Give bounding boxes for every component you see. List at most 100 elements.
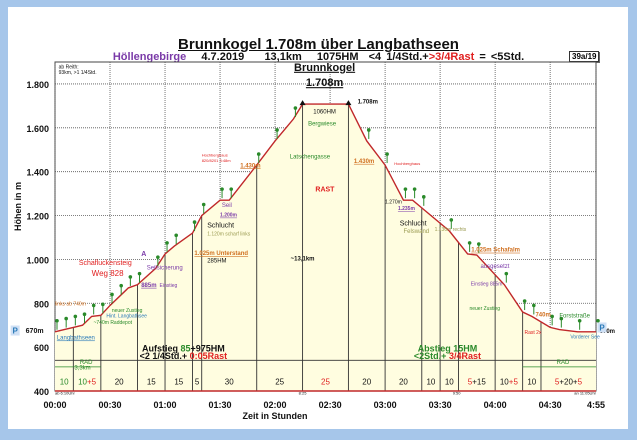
- segment-duration-part: 30: [225, 377, 234, 386]
- route-annotation: A: [141, 251, 146, 258]
- segment-duration-part: +5: [509, 377, 519, 386]
- tree-icon: [412, 187, 417, 191]
- route-annotation: Latschengasse: [290, 155, 331, 161]
- segment-duration-part: 25: [321, 377, 330, 386]
- rest-label: >3/4Rast: [428, 51, 475, 63]
- region-label: Höllengebirge: [112, 51, 187, 63]
- route-summary-part: Abstieg 15HM: [418, 344, 478, 354]
- route-summary-part: <2 1/4Std.+: [140, 351, 190, 361]
- profile-area: [55, 104, 596, 391]
- parking-icon: [597, 322, 607, 333]
- route-annotation: 1060HM: [313, 110, 336, 116]
- route-annotation: ab 6:10Uhr: [55, 390, 75, 395]
- tree-icon: [128, 275, 133, 279]
- segment-duration-label: 10: [426, 377, 435, 386]
- route-summary-part: 85: [180, 344, 190, 354]
- tree-icon: [229, 187, 234, 191]
- segment-duration-part: 10: [500, 377, 509, 386]
- route-annotation: 1.708m: [358, 100, 378, 106]
- x-tick-label: 01:30: [209, 400, 232, 410]
- summit-marker-icon: [345, 100, 352, 106]
- tree-icon: [55, 318, 59, 323]
- route-annotation: RAST: [315, 186, 335, 193]
- tree-icon: [91, 303, 96, 308]
- tree-icon: [256, 152, 261, 156]
- route-annotation: RAD: [80, 360, 93, 366]
- tree-icon: [550, 314, 554, 319]
- segment-duration-label: 20: [362, 377, 371, 386]
- date-label: 4.7.2019: [201, 51, 245, 63]
- segment-duration-label: 30: [225, 377, 234, 386]
- segment-duration-part: 10: [78, 377, 87, 386]
- segment-duration-part: 10: [60, 377, 69, 386]
- y-tick-label: 1.400: [26, 168, 49, 178]
- route-annotation: Hochberghaus: [202, 152, 228, 157]
- route-annotation: 8:25: [299, 390, 308, 395]
- route-annotation: Langbathseen: [57, 335, 95, 341]
- x-tick-label: 03:30: [429, 400, 452, 410]
- route-annotation: Hint. Langbathsee: [106, 314, 147, 320]
- route-summary: <2Std.+ 3/4Rast: [414, 351, 481, 361]
- tree-icon: [476, 242, 481, 246]
- route-annotation: 670m: [600, 329, 615, 335]
- tree-icon: [165, 241, 169, 245]
- chart-title: Brunnkogel 1.708m über Langbathseen: [178, 36, 459, 53]
- segment-duration-part: 15: [147, 377, 156, 386]
- tree-icon: [504, 271, 509, 276]
- x-tick-label: 04:30: [539, 400, 562, 410]
- route-line: [54, 103, 596, 333]
- route-annotation: 1.025m Unterstand: [194, 251, 248, 257]
- tree-icon: [64, 316, 68, 321]
- summit-marker-icon: [299, 100, 306, 106]
- segment-duration-part: 20: [399, 377, 408, 386]
- y-tick-label: 1.000: [26, 255, 49, 265]
- route-summary-part: Aufstieg: [142, 344, 181, 354]
- segment-duration-label: 15: [147, 377, 156, 386]
- segment-duration-part: 20: [115, 377, 124, 386]
- segment-duration-part: +20+: [559, 377, 578, 386]
- route-annotation: 885m: [141, 283, 156, 289]
- y-tick-label: 800: [34, 299, 49, 309]
- tree-icon: [366, 128, 371, 132]
- total-label: = <5Std.: [479, 51, 525, 63]
- segment-duration-part: 20: [362, 377, 371, 386]
- route-annotation: Felswand: [403, 229, 429, 235]
- segment-duration-label: 20: [115, 377, 124, 386]
- route-annotation: ab Reith:: [59, 65, 79, 71]
- segment-duration-label: 10: [527, 377, 536, 386]
- route-annotation: Schafluckensteig: [79, 260, 132, 267]
- route-summary-part: +975HM: [190, 344, 224, 354]
- tree-icon: [275, 128, 279, 132]
- segment-duration-part: 5: [578, 377, 583, 386]
- y-tick-label: 1.800: [26, 80, 49, 90]
- segment-duration-label: 10: [60, 377, 69, 386]
- x-tick-label: 02:00: [264, 400, 287, 410]
- segment-duration-label: 10+5: [500, 377, 519, 386]
- route-annotation: Schlucht: [400, 220, 427, 227]
- tree-icon: [220, 187, 224, 191]
- route-annotation: 740m: [535, 312, 550, 318]
- route-annotation: 1.130m rechts: [435, 227, 467, 233]
- route-annotation: Weg 828: [92, 269, 124, 278]
- x-axis-title: Zeit in Stunden: [243, 411, 308, 421]
- segment-duration-label: 10: [445, 377, 454, 386]
- route-annotation: 1.120m scharf links: [207, 231, 251, 237]
- y-tick-label: 1.200: [26, 212, 49, 222]
- route-summary-part: 0:05Rast: [190, 351, 228, 361]
- tree-icon: [403, 187, 408, 191]
- tree-icon: [421, 195, 426, 199]
- segment-duration-part: 10: [445, 377, 454, 386]
- route-summary-part: <2Std.+: [414, 351, 449, 361]
- segment-duration-part: 5: [195, 377, 200, 386]
- x-tick-label: 01:00: [154, 400, 177, 410]
- route-annotation: 1.708m: [306, 77, 344, 89]
- parking-label: P: [599, 323, 605, 332]
- y-axis-title: Höhen in m: [13, 182, 23, 231]
- route-annotation: 820/8201 3:48m: [202, 158, 232, 163]
- tree-icon: [449, 218, 454, 222]
- tree-icon: [577, 318, 582, 323]
- x-tick-label: 04:00: [484, 400, 507, 410]
- segment-duration-part: +15: [472, 377, 486, 386]
- distance-label: 13,1km: [264, 51, 302, 63]
- tree-icon: [467, 241, 472, 245]
